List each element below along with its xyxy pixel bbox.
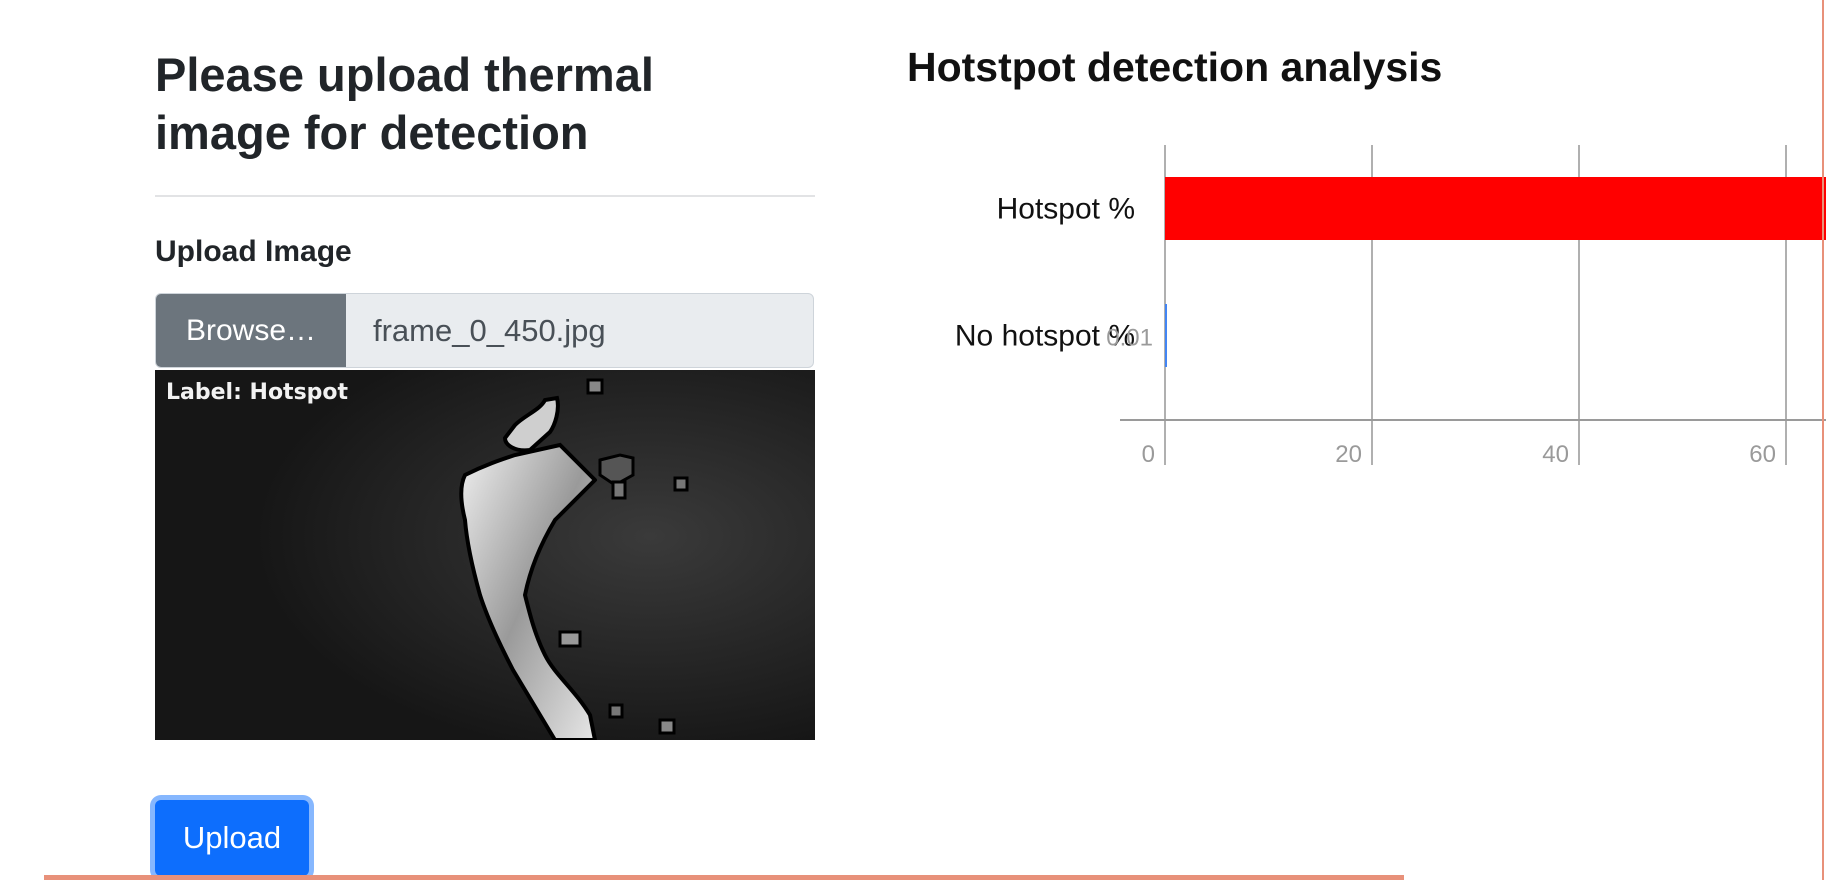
category-label: Hotspot % <box>997 193 1135 226</box>
file-input[interactable]: Browse… frame_0_450.jpg <box>155 293 814 368</box>
chart-title: Hotstpot detection analysis <box>907 44 1443 90</box>
upload-button[interactable]: Upload <box>155 800 309 876</box>
thermal-image-preview: Label: Hotspot <box>155 370 815 740</box>
thermal-image <box>155 370 815 740</box>
category-label: No hotspot % <box>955 320 1135 353</box>
page-bottom-line <box>44 875 1404 880</box>
chart-bars <box>1165 177 1826 367</box>
hotspot-bar-chart: 0 20 40 60 Hotspot % No hotspot %0.01 <box>955 145 1826 469</box>
x-tick-label: 20 <box>1335 441 1362 468</box>
x-tick-label: 0 <box>1142 441 1155 468</box>
upload-image-label: Upload Image <box>155 235 352 268</box>
bar <box>1165 177 1826 240</box>
browse-button[interactable]: Browse… <box>156 294 346 367</box>
chart-labels: 0 20 40 60 Hotspot % No hotspot %0.01 <box>955 193 1776 469</box>
page-edge-line <box>1822 0 1824 880</box>
x-tick-label: 40 <box>1542 441 1569 468</box>
bar-value-label: 0.01 <box>1106 325 1153 352</box>
detection-label-overlay: Label: Hotspot <box>166 380 349 405</box>
bar <box>1165 304 1167 367</box>
selected-file-name: frame_0_450.jpg <box>373 313 606 348</box>
page-title: Please upload thermal image for detectio… <box>155 48 654 159</box>
x-tick-label: 60 <box>1749 441 1776 468</box>
divider <box>155 195 815 197</box>
